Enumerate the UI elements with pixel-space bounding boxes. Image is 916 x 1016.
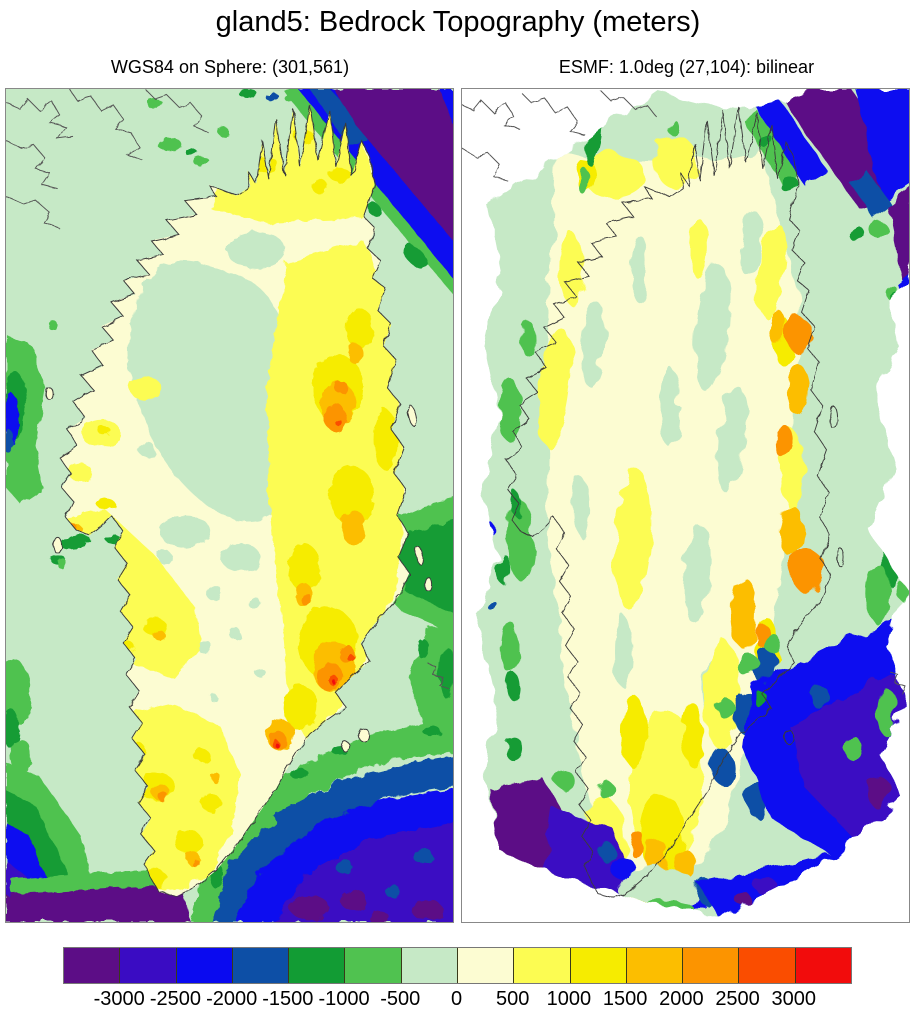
colorbar-tick-label: -1000 xyxy=(318,988,370,1010)
coastline-left xyxy=(58,104,410,897)
colorbar-cell xyxy=(231,948,289,983)
colorbar-tick-label: -3000 xyxy=(93,988,145,1010)
foreign-coastlines-right xyxy=(462,90,906,694)
colorbar-tick-label: 0 xyxy=(450,988,463,1010)
right-panel-title: ESMF: 1.0deg (27,104): bilinear xyxy=(558,57,815,77)
grid-region-right xyxy=(477,89,909,917)
figure-title: gland5: Bedrock Topography (meters) xyxy=(215,6,701,38)
offshore-islands-left xyxy=(45,387,433,753)
colorbar-cell xyxy=(288,948,345,983)
colorbar-cell xyxy=(569,948,626,983)
colorbar-cell xyxy=(625,948,683,983)
left-panel-title: WGS84 on Sphere: (301,561) xyxy=(110,57,350,77)
colorbar-cell xyxy=(738,948,795,983)
colorbar-ticks: -3000 -2500 -2000 -1500 -1000 -500 0 500 1000 150… xyxy=(63,988,852,1014)
colorbar-tick-label: 500 xyxy=(496,988,530,1010)
colorbar-cell xyxy=(175,948,232,983)
colorbar-tick-label: -2500 xyxy=(149,988,201,1010)
colorbar-cell xyxy=(682,948,739,983)
colorbar-tick-label: -2000 xyxy=(206,988,258,1010)
colorbar-cell xyxy=(119,948,176,983)
colorbar-tick-label: 1500 xyxy=(602,988,648,1010)
colorbar-tick-label: -500 xyxy=(380,988,421,1010)
colorbar-cell xyxy=(64,948,120,983)
colorbar-tick-label: -1500 xyxy=(262,988,314,1010)
colorbar-tick-label: 1000 xyxy=(546,988,592,1010)
left-map-panel xyxy=(5,88,454,923)
esmf-map-svg xyxy=(462,89,909,922)
colorbar-cell xyxy=(456,948,514,983)
colorbar-tick-label: 3000 xyxy=(771,988,817,1010)
colorbar-cell xyxy=(794,948,851,983)
right-map-panel xyxy=(461,88,910,923)
foreign-coastlines-left xyxy=(6,89,450,690)
colorbar-cell xyxy=(344,948,401,983)
colorbar-cell xyxy=(400,948,457,983)
wgs84-map-svg xyxy=(6,89,453,922)
colorbar-cell xyxy=(513,948,570,983)
colorbar xyxy=(63,947,852,984)
coastline-right xyxy=(505,106,845,899)
colorbar-tick-label: 2000 xyxy=(659,988,704,1010)
colorbar-tick-label: 2500 xyxy=(715,988,760,1010)
